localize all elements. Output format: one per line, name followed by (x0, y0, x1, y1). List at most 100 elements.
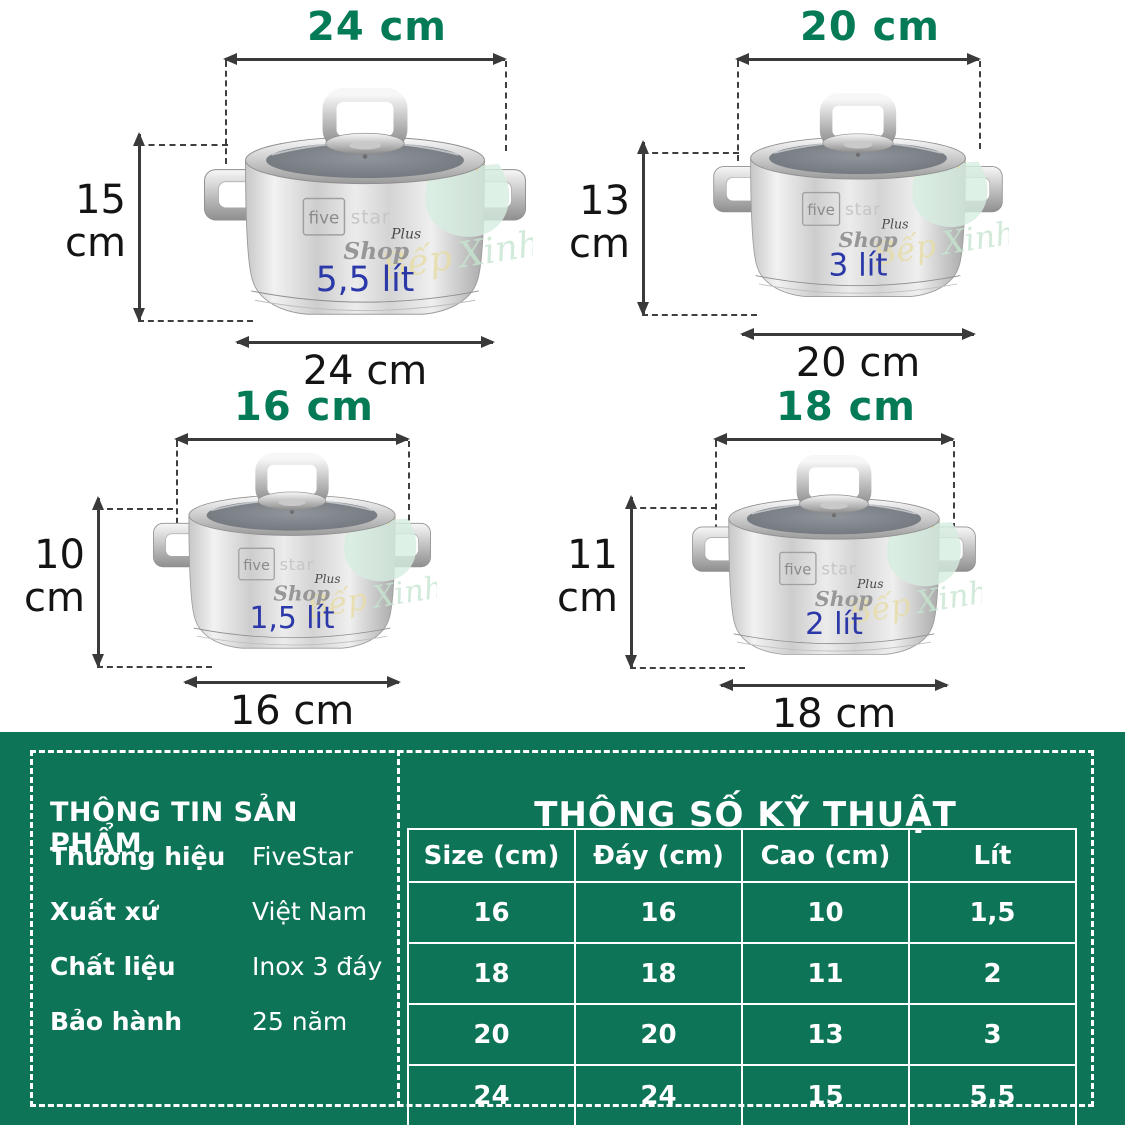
product-info-rows: Thương hiệu FiveStar Xuất xứ Việt Nam Chất l… (50, 829, 391, 1049)
info-label: Thương hiệu (50, 842, 226, 871)
spec-cell: 20 (574, 1003, 743, 1066)
svg-text:five: five (309, 208, 340, 228)
pot-figure: 20 cm 13 cm (540, 0, 1070, 386)
bottom-dimension-arrow (235, 336, 495, 348)
svg-text:Plus: Plus (314, 572, 341, 586)
spec-cell: 1,5 (908, 881, 1077, 944)
height-label: 11 cm (557, 532, 618, 621)
top-dimension-arrow (713, 433, 955, 445)
svg-text:star: star (821, 560, 856, 579)
spec-cell: 16 (574, 881, 743, 944)
info-value: 25 năm (252, 1007, 348, 1036)
lid-screw (362, 154, 368, 159)
base-ring-line (755, 275, 961, 287)
svg-text:star: star (280, 555, 314, 574)
dash-connector-height-bottom (630, 667, 745, 669)
spec-cell: 3 (908, 1003, 1077, 1066)
svg-text:five: five (243, 558, 270, 574)
spec-header-row: Size (cm) Đáy (cm) Cao (cm) Lít (407, 828, 1077, 883)
base-diameter-label: 24 cm (302, 348, 428, 394)
info-row: Xuất xứ Việt Nam (50, 884, 391, 939)
height-dimension-arrow (92, 496, 104, 668)
bepxinh-watermark: BếpXinh (378, 146, 533, 289)
top-dimension-arrow (174, 433, 410, 445)
volume-label: 1,5 lít (249, 601, 334, 636)
dash-connector-right (408, 441, 410, 531)
spec-cell: 20 (407, 1003, 576, 1066)
lid-glass (769, 142, 947, 175)
fivestar-logo: five star Plus Shop (801, 191, 909, 252)
lid-glass (746, 503, 922, 535)
volume-label: 2 lít (805, 607, 863, 642)
spec-cell: 2 (908, 942, 1077, 1005)
lid-screw (855, 152, 861, 157)
volume-label: 3 lít (829, 248, 888, 284)
bottom-dimension-arrow (719, 679, 949, 691)
base-ring-line (251, 290, 479, 303)
spec-header-cell: Đáy (cm) (574, 828, 743, 883)
base-ring-line (733, 633, 935, 645)
lid-diameter-label: 18 cm (776, 384, 916, 430)
pot-figure: 18 cm 11 cm (528, 380, 1058, 765)
height-label: 10 cm (24, 532, 85, 621)
top-dimension-arrow (223, 53, 507, 65)
pot-image: BếpXinh five star Plus Shop 3 lít (713, 93, 1009, 297)
top-dimension-arrow (735, 53, 981, 65)
spec-row: 16 16 10 1,5 (407, 881, 1077, 944)
lid-diameter-label: 20 cm (800, 4, 940, 50)
dash-connector-height-top (138, 144, 228, 146)
info-band: THÔNG TIN SẢN PHẨM Thương hiệu FiveStar Xu… (0, 732, 1125, 1125)
svg-text:five: five (784, 562, 811, 579)
spec-table: Size (cm) Đáy (cm) Cao (cm) Lít 16 16 10 1,5 18… (407, 828, 1077, 1125)
base-diameter-label: 20 cm (795, 340, 921, 386)
spec-panel: THÔNG SỐ KỸ THUẬT Size (cm) Đáy (cm) Cao (… (400, 753, 1091, 1125)
dash-connector-left (225, 61, 227, 164)
fivestar-logo: five star Plus Shop (779, 551, 884, 611)
lid-screw (289, 509, 295, 515)
pot-image: BếpXinh five star Plus Shop 5,5 lít (204, 87, 533, 315)
spec-cell: 10 (741, 881, 910, 944)
dash-connector-height-bottom (642, 314, 757, 316)
volume-label: 5,5 lít (316, 260, 415, 300)
info-row: Thương hiệu FiveStar (50, 829, 391, 884)
height-dimension-arrow (625, 495, 637, 669)
svg-text:star: star (845, 199, 881, 219)
spec-cell: 16 (407, 881, 576, 944)
svg-text:Plus: Plus (856, 577, 884, 591)
spec-row: 24 24 15 5,5 (407, 1064, 1077, 1125)
height-label: 15 cm (65, 177, 126, 266)
info-band-border: THÔNG TIN SẢN PHẨM Thương hiệu FiveStar Xu… (30, 750, 1094, 1125)
spec-header-cell: Size (cm) (407, 828, 576, 883)
svg-text:Shop: Shop (273, 582, 330, 606)
spec-row: 18 18 11 2 (407, 942, 1077, 1005)
dash-connector-right (953, 441, 955, 529)
dash-connector-height-top (642, 152, 739, 154)
svg-text:Shop: Shop (839, 227, 898, 252)
info-value: Việt Nam (252, 897, 368, 926)
spec-header-cell: Lít (908, 828, 1077, 883)
svg-text:Plus: Plus (880, 217, 909, 232)
product-info-panel: THÔNG TIN SẢN PHẨM Thương hiệu FiveStar Xu… (33, 753, 397, 1104)
base-ring-line (193, 627, 391, 639)
dash-connector-left (737, 61, 739, 161)
svg-text:five: five (807, 201, 835, 219)
info-row: Chất liệu Inox 3 đáy (50, 939, 391, 994)
spec-cell: 15 (741, 1064, 910, 1125)
bottom-dimension-arrow (740, 328, 976, 340)
dash-connector-left (176, 441, 178, 543)
lid-diameter-label: 16 cm (234, 384, 374, 430)
info-label: Xuất xứ (50, 897, 159, 926)
info-label: Chất liệu (50, 952, 176, 981)
dash-connector-left (715, 441, 717, 541)
spec-cell: 11 (741, 942, 910, 1005)
dash-connector-height-top (630, 507, 717, 509)
pot-image: BếpXinh five star Plus Shop 2 lít (692, 454, 982, 655)
height-dimension-arrow (637, 140, 649, 316)
base-diameter-label: 16 cm (229, 688, 355, 734)
pot-figure: 24 cm 15 cm (35, 0, 565, 394)
svg-text:Shop: Shop (343, 237, 409, 265)
spec-cell: 24 (407, 1064, 576, 1125)
svg-text:Plus: Plus (390, 227, 421, 243)
spec-header-cell: Cao (cm) (741, 828, 910, 883)
